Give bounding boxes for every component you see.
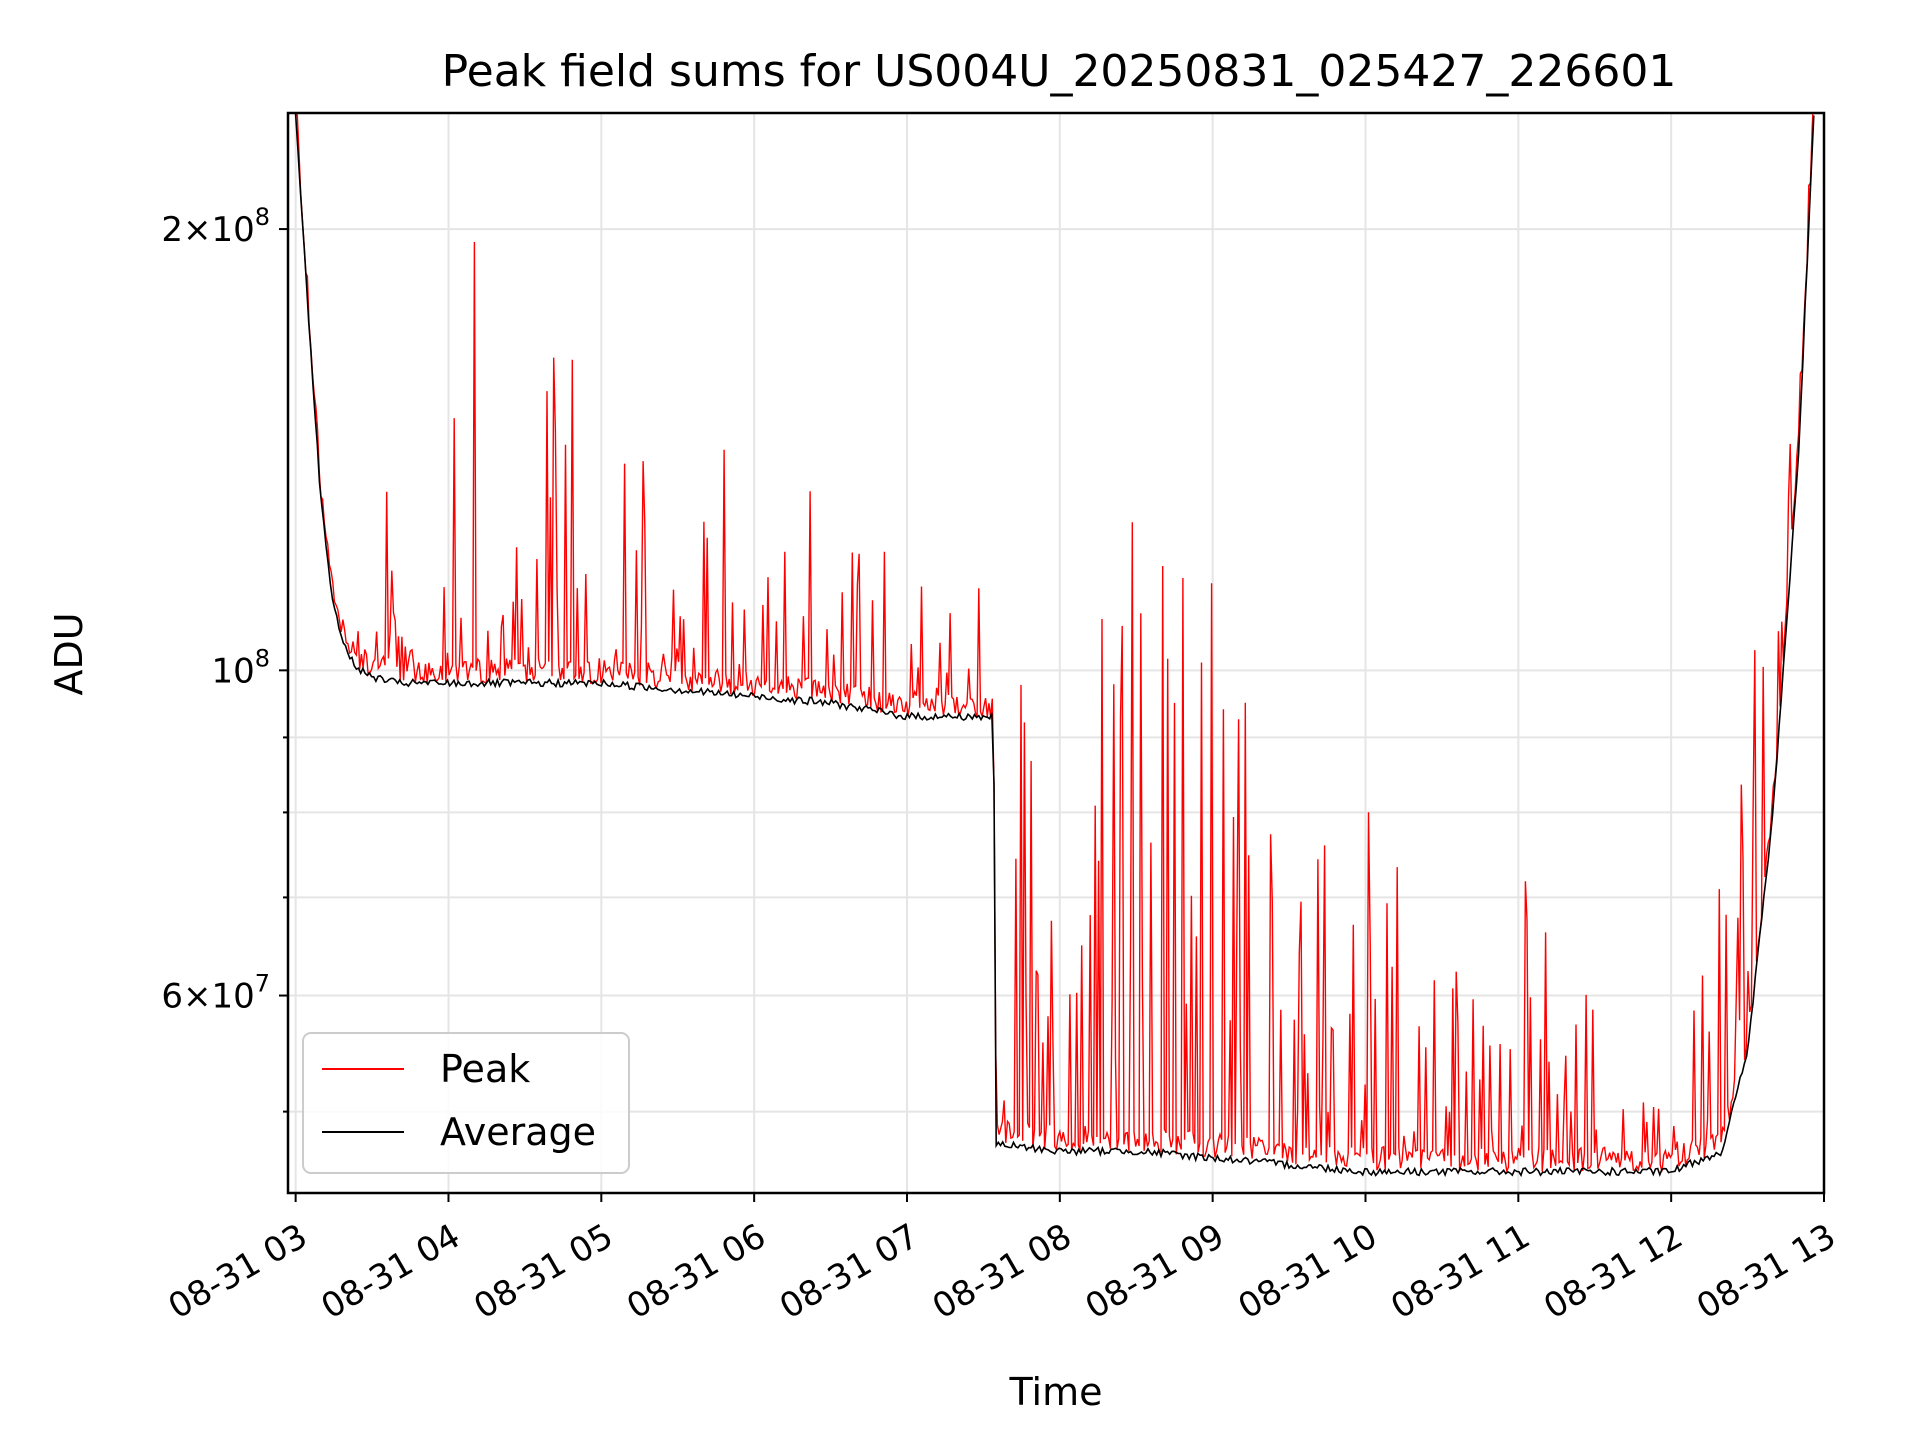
chart-title: Peak field sums for US004U_20250831_0254… [442, 46, 1677, 97]
legend: Peak Average [302, 1032, 630, 1174]
y-tick-label: 108 [211, 644, 270, 691]
legend-label-peak: Peak [440, 1047, 530, 1091]
y-tick-label: 6×107 [161, 970, 270, 1017]
series-line-peak [295, 113, 1814, 1174]
plot-frame [286, 111, 1826, 1195]
y-axis-label: ADU [47, 612, 91, 695]
x-axis-label: Time [1009, 1370, 1103, 1414]
y-axis-ticks: 2×108 108 6×107 [161, 203, 288, 1113]
legend-label-average: Average [440, 1110, 596, 1154]
series-layer [294, 113, 1815, 1178]
y-tick-label: 2×108 [161, 203, 270, 250]
series-line-average [294, 113, 1815, 1178]
